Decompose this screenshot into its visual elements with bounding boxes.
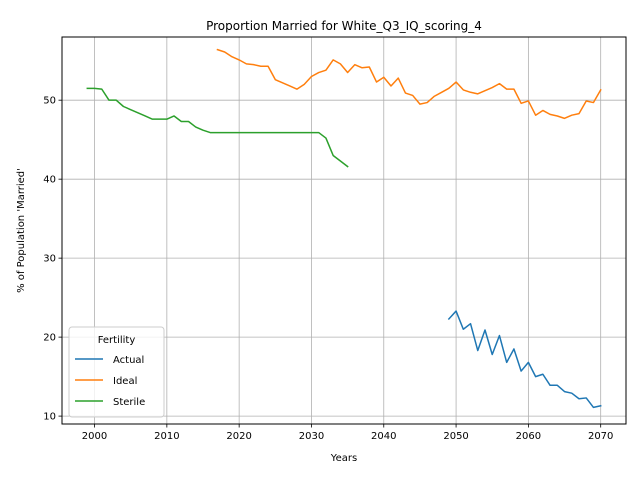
x-tick-label: 2070: [588, 431, 613, 442]
series-line-actual: [447, 310, 602, 409]
x-axis-label: Years: [330, 453, 357, 464]
x-tick-label: 2060: [516, 431, 541, 442]
legend-title: Fertility: [98, 335, 136, 346]
series-line-sterile: [86, 87, 349, 168]
legend-box: [68, 326, 165, 418]
legend: Fertility Actual Ideal Sterile: [68, 326, 165, 418]
axis-ticks: 2000 2010 2020 2030 2040 2050 2060 207010203040…: [43, 96, 613, 442]
y-tick-label: 30: [43, 254, 56, 265]
series-line-ideal: [216, 48, 602, 120]
x-tick-label: 2010: [154, 431, 179, 442]
x-tick-label: 2000: [82, 431, 107, 442]
x-tick-label: 2050: [443, 431, 468, 442]
x-tick-label: 2020: [226, 431, 251, 442]
y-tick-label: 10: [43, 412, 56, 423]
y-tick-label: 50: [43, 96, 56, 107]
x-tick-label: 2030: [299, 431, 324, 442]
y-axis-label: % of Population 'Married': [16, 168, 27, 293]
x-tick-label: 2040: [371, 431, 396, 442]
legend-label: Sterile: [113, 397, 145, 408]
chart-title: Proportion Married for White_Q3_IQ_scori…: [206, 19, 482, 33]
legend-label: Ideal: [113, 376, 137, 387]
plot-frame: [61, 36, 627, 425]
y-tick-label: 20: [43, 333, 56, 344]
series-lines: [86, 48, 602, 409]
y-tick-label: 40: [43, 175, 56, 186]
legend-items: Actual Ideal Sterile: [75, 355, 145, 408]
legend-label: Actual: [113, 355, 144, 366]
